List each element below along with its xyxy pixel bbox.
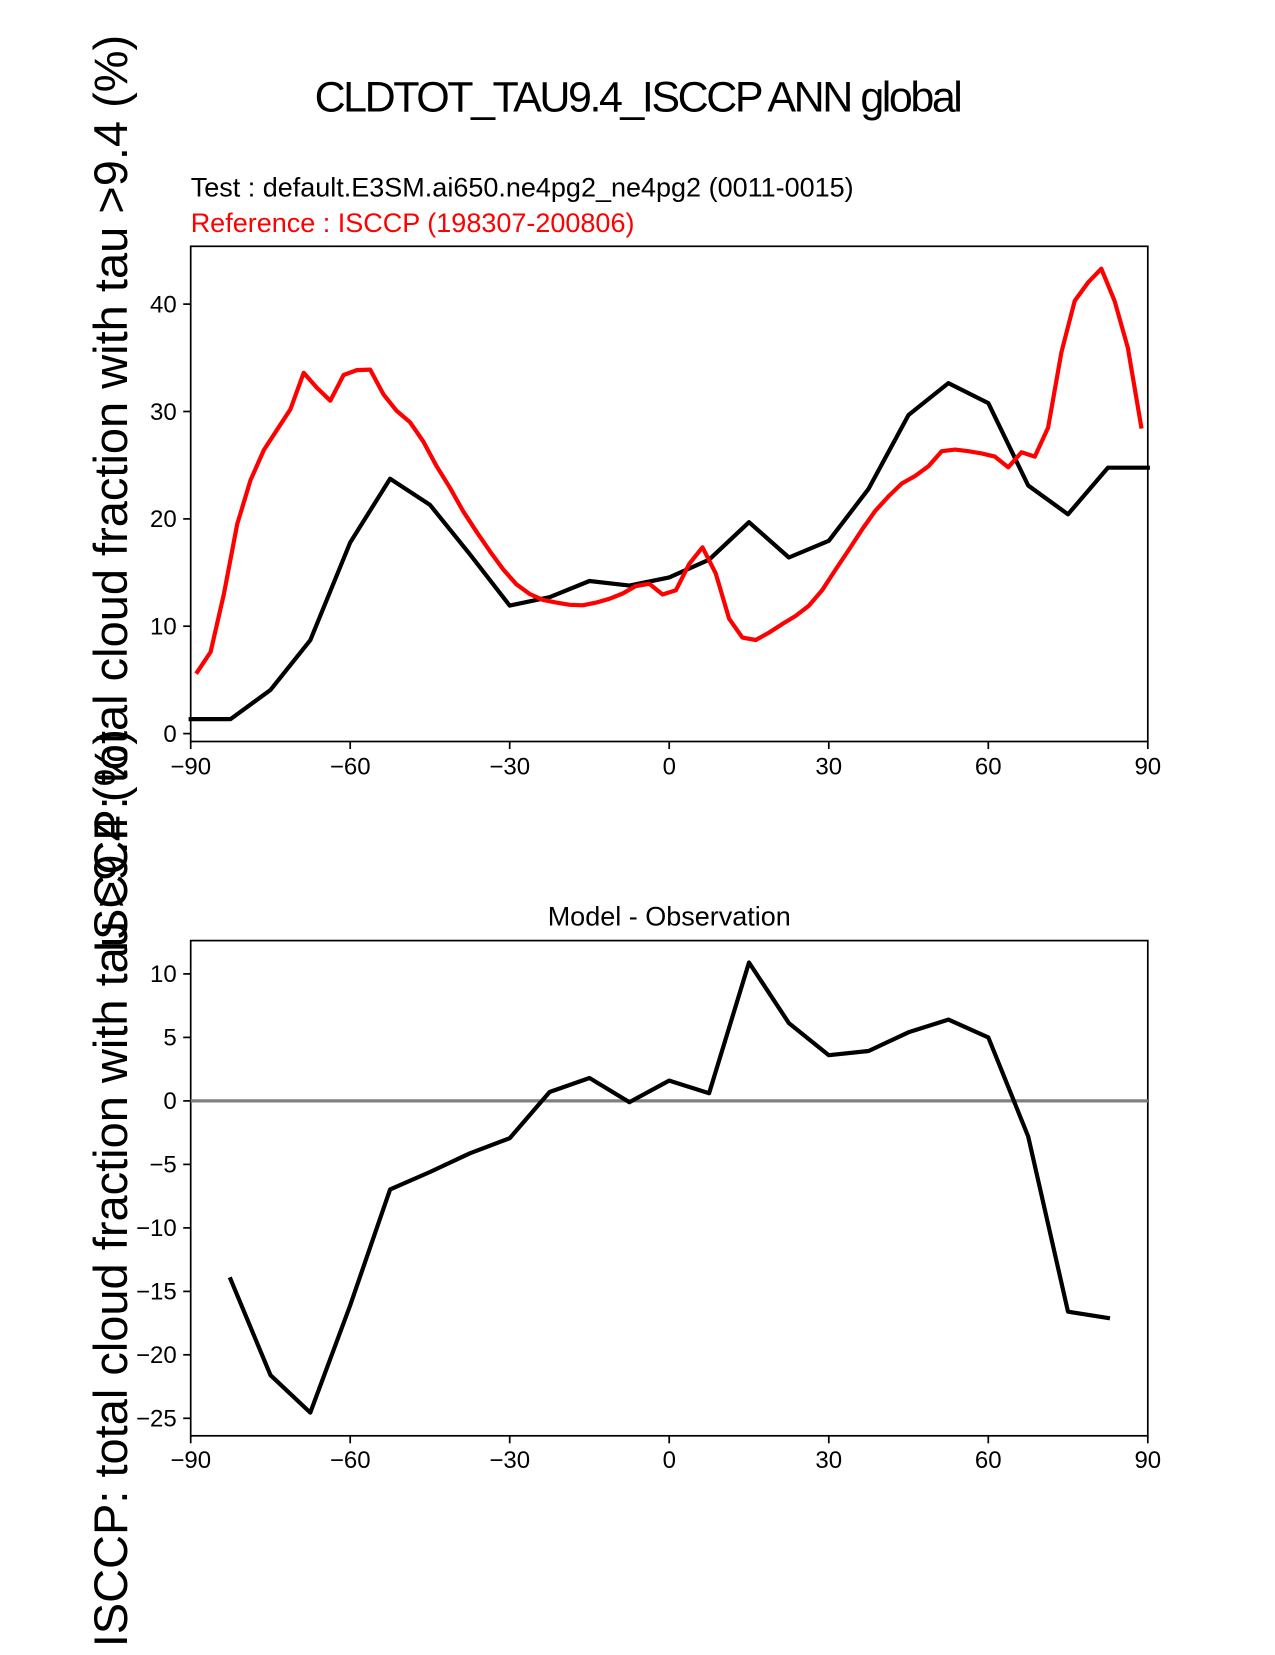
svg-text:10: 10 [150,961,177,988]
svg-text:10: 10 [150,614,177,641]
svg-text:0: 0 [663,1447,676,1474]
svg-text:5: 5 [163,1025,176,1052]
svg-text:−30: −30 [489,754,530,781]
svg-text:−25: −25 [136,1406,177,1433]
svg-text:−60: −60 [330,1447,371,1474]
svg-text:−15: −15 [136,1279,177,1306]
svg-text:−60: −60 [330,754,371,781]
svg-text:−5: −5 [149,1152,176,1179]
svg-text:20: 20 [150,506,177,533]
svg-text:Reference : ISCCP (198307-2008: Reference : ISCCP (198307-200806) [191,208,635,238]
svg-text:−90: −90 [170,754,211,781]
svg-text:CLDTOT_TAU9.4_ISCCP ANN global: CLDTOT_TAU9.4_ISCCP ANN global [315,74,961,122]
svg-text:90: 90 [1134,754,1161,781]
svg-text:40: 40 [150,291,177,318]
svg-text:0: 0 [663,754,676,781]
svg-text:90: 90 [1134,1447,1161,1474]
svg-text:30: 30 [815,754,842,781]
svg-text:−10: −10 [136,1215,177,1242]
svg-text:30: 30 [150,399,177,426]
svg-text:−90: −90 [170,1447,211,1474]
svg-text:60: 60 [975,1447,1002,1474]
svg-text:Test : default.E3SM.ai650.ne4p: Test : default.E3SM.ai650.ne4pg2_ne4pg2 … [191,172,854,202]
svg-text:−30: −30 [489,1447,530,1474]
svg-text:30: 30 [815,1447,842,1474]
svg-text:0: 0 [163,1088,176,1115]
svg-text:60: 60 [975,754,1002,781]
svg-text:0: 0 [163,721,176,748]
svg-text:Model - Observation: Model - Observation [548,902,791,932]
svg-text:−20: −20 [136,1342,177,1369]
svg-text:ISCCP: total cloud fraction wi: ISCCP: total cloud fraction with tau >9.… [84,729,137,1647]
svg-text:ISCCP: total cloud fraction wi: ISCCP: total cloud fraction with tau >9.… [84,35,137,953]
